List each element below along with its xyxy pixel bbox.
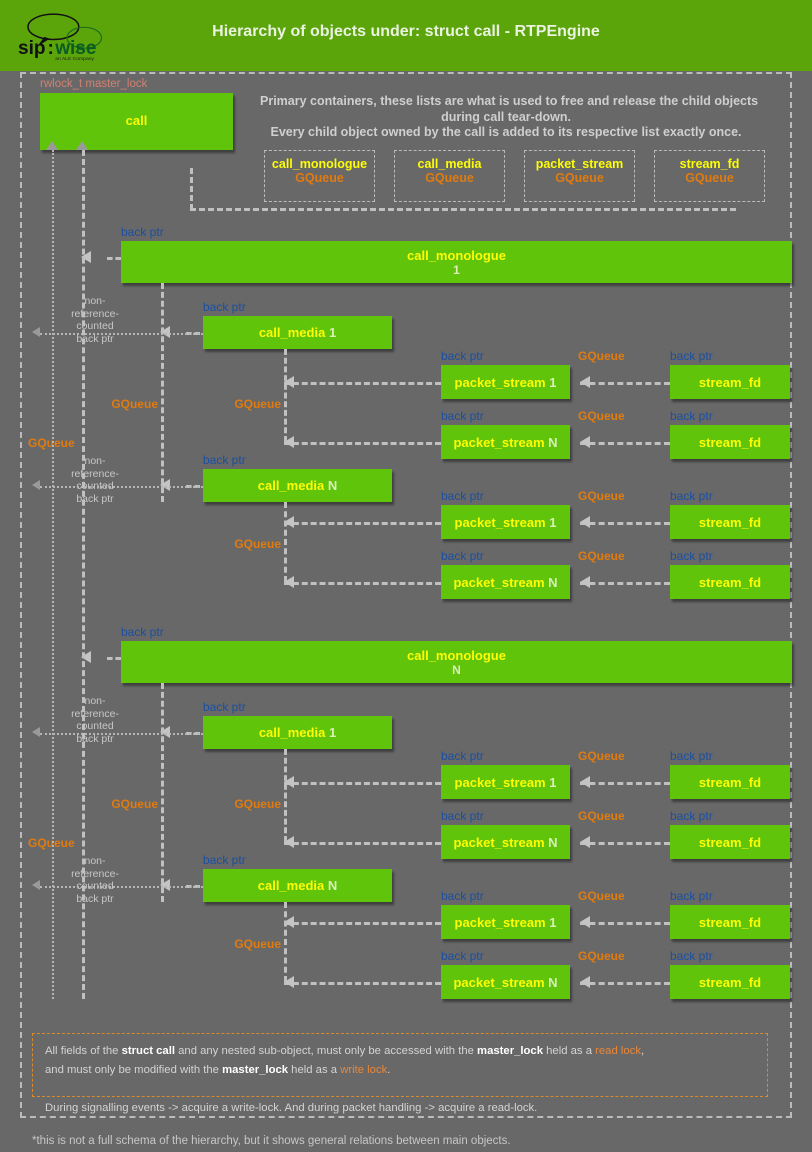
svg-text::: : <box>48 38 54 59</box>
svg-text:an ALE Company: an ALE Company <box>55 56 94 62</box>
svg-text:sip: sip <box>18 38 46 59</box>
